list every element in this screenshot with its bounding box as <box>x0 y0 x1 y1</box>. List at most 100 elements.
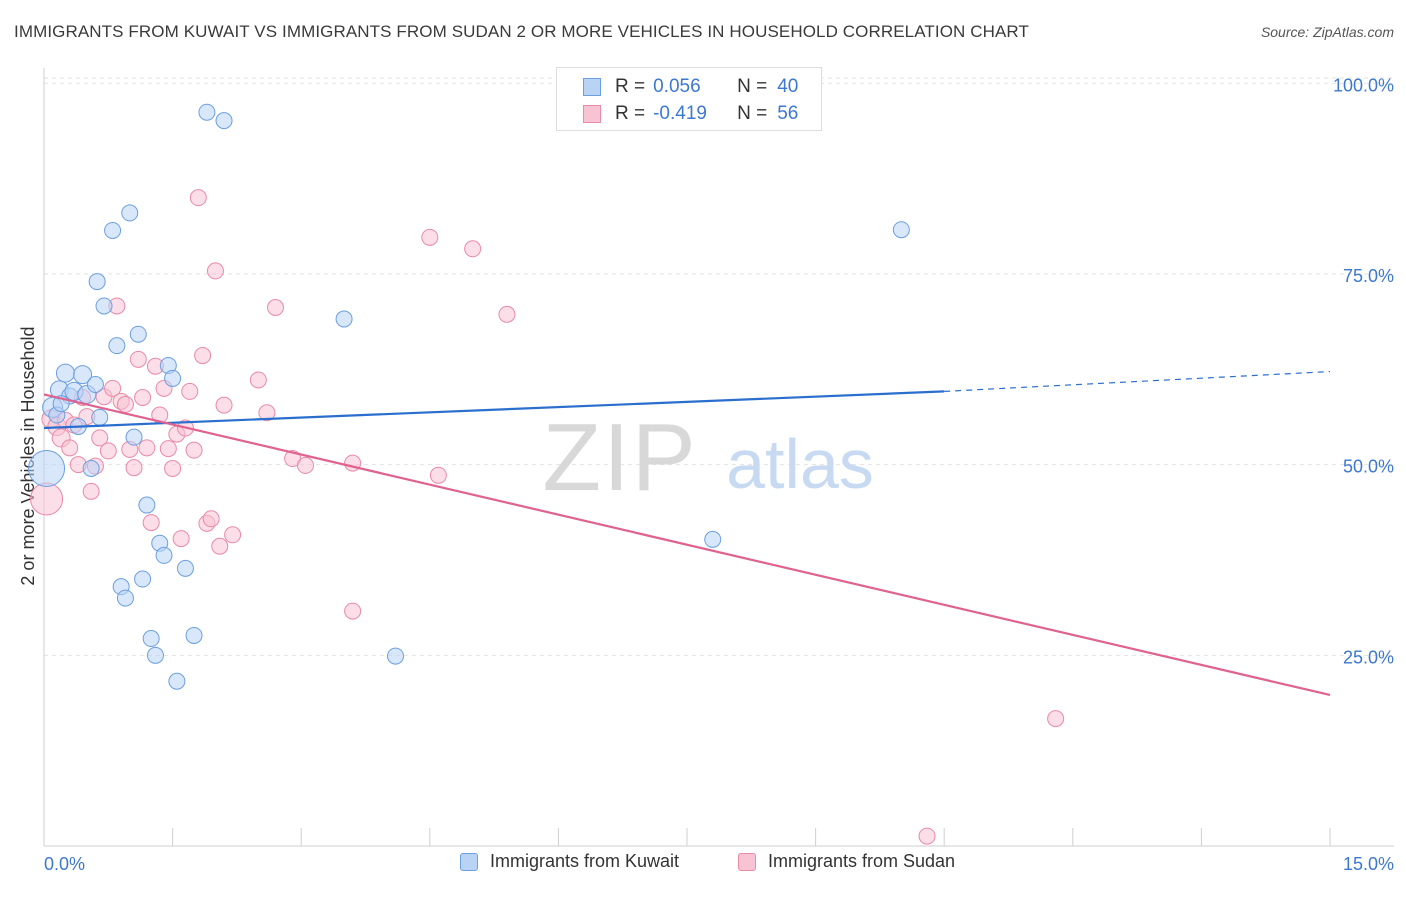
data-point-sudan <box>181 382 199 400</box>
data-point-sudan <box>125 459 143 477</box>
data-point-sudan <box>142 514 160 532</box>
data-point-kuwait <box>91 408 109 426</box>
series-sudan-points <box>30 189 1065 845</box>
legend-n-value-kuwait: 40 <box>777 76 799 97</box>
trend-line-sudan <box>43 393 1331 697</box>
data-point-sudan <box>918 827 936 845</box>
data-point-kuwait <box>28 449 66 487</box>
data-point-kuwait <box>55 363 75 383</box>
data-point-kuwait <box>155 546 173 564</box>
chart-title: IMMIGRANTS FROM KUWAIT VS IMMIGRANTS FRO… <box>14 22 1029 41</box>
data-point-kuwait <box>95 297 113 315</box>
data-point-sudan <box>189 189 207 207</box>
legend-swatch-sudan <box>583 105 601 123</box>
legend-row-kuwait: R = 0.056 N = 40 <box>583 76 798 98</box>
legend-bottom-label-sudan: Immigrants from Sudan <box>768 851 956 871</box>
data-point-kuwait <box>104 221 122 239</box>
data-point-sudan <box>421 228 439 246</box>
x-tick-label: 15.0% <box>1343 854 1394 874</box>
data-point-sudan <box>91 429 109 447</box>
watermark-zip: ZIP <box>542 404 697 511</box>
trend-line-kuwait <box>43 390 945 430</box>
data-point-sudan <box>129 350 147 368</box>
legend-bottom-swatch-kuwait <box>460 852 478 871</box>
data-point-kuwait <box>164 369 182 387</box>
data-point-sudan <box>30 482 64 516</box>
data-point-sudan <box>202 510 220 528</box>
data-point-kuwait <box>168 672 186 690</box>
data-point-kuwait <box>134 570 152 588</box>
data-point-sudan <box>296 456 314 474</box>
legend-r-label: R = <box>615 103 646 124</box>
data-point-sudan <box>159 440 177 458</box>
axes <box>43 68 1394 847</box>
data-point-kuwait <box>142 630 160 648</box>
legend-row-sudan: R = -0.419 N = 56 <box>583 103 798 125</box>
data-point-kuwait <box>185 626 203 644</box>
tick-labels: 25.0% 50.0% 75.0% 100.0% 0.0% 15.0% <box>44 75 1394 874</box>
data-point-sudan <box>185 441 203 459</box>
legend-bottom: Immigrants from Kuwait Immigrants from S… <box>0 851 1406 877</box>
legend-bottom-label-kuwait: Immigrants from Kuwait <box>490 851 680 871</box>
trend-line-kuwait-extension <box>944 370 1331 393</box>
y-tick-label: 100.0% <box>1333 75 1394 95</box>
series-kuwait-points <box>28 103 910 690</box>
watermark: ZIP atlas <box>542 404 874 511</box>
data-point-kuwait <box>82 459 100 477</box>
data-point-sudan <box>498 305 516 323</box>
data-point-kuwait <box>138 496 156 514</box>
legend-bottom-sudan: Immigrants from Sudan <box>738 851 955 872</box>
legend-n-value-sudan: 56 <box>777 103 799 124</box>
legend-n-label: N = <box>737 76 768 97</box>
data-point-kuwait <box>198 103 216 121</box>
data-point-sudan <box>215 396 233 414</box>
data-point-sudan <box>99 442 117 460</box>
data-point-kuwait <box>125 428 143 446</box>
data-point-sudan <box>211 537 229 555</box>
data-point-kuwait <box>121 204 139 222</box>
data-point-kuwait <box>88 273 106 291</box>
data-point-sudan <box>206 262 224 280</box>
data-point-sudan <box>464 240 482 258</box>
data-point-sudan <box>61 439 79 457</box>
data-point-sudan <box>344 602 362 620</box>
data-point-sudan <box>164 459 182 477</box>
data-point-sudan <box>266 299 284 317</box>
data-point-kuwait <box>116 589 134 607</box>
data-point-sudan <box>258 404 276 422</box>
data-point-sudan <box>82 482 100 500</box>
x-tick-label: 0.0% <box>44 854 85 874</box>
legend-r-label: R = <box>615 76 646 97</box>
data-point-sudan <box>194 347 212 365</box>
trend-lines <box>43 370 1331 697</box>
data-point-sudan <box>116 395 134 413</box>
y-axis-label-group: 2 or more Vehicles in Household <box>18 326 38 585</box>
data-point-kuwait <box>176 559 194 577</box>
data-point-kuwait <box>73 365 93 385</box>
legend-r-value-sudan: -0.419 <box>653 103 707 124</box>
data-point-sudan <box>172 530 190 548</box>
data-point-sudan <box>134 389 152 407</box>
data-point-kuwait <box>335 310 353 328</box>
data-point-sudan <box>249 371 267 389</box>
data-point-sudan <box>138 439 156 457</box>
legend-top: R = 0.056 N = 40 R = -0.419 N = 56 <box>556 67 822 131</box>
data-point-kuwait <box>146 646 164 664</box>
y-axis-label: 2 or more Vehicles in Household <box>18 326 38 585</box>
legend-bottom-swatch-sudan <box>738 852 756 871</box>
data-point-kuwait <box>86 376 104 394</box>
data-point-kuwait <box>704 530 722 548</box>
data-point-kuwait <box>215 112 233 130</box>
data-point-sudan <box>429 466 447 484</box>
data-point-sudan <box>224 526 242 544</box>
y-tick-label: 50.0% <box>1343 457 1394 477</box>
chart-source: Source: ZipAtlas.com <box>1260 24 1394 40</box>
legend-n-label: N = <box>737 103 768 124</box>
legend-swatch-kuwait <box>583 78 601 96</box>
y-tick-label: 75.0% <box>1343 266 1394 286</box>
data-point-sudan <box>1047 710 1065 728</box>
data-point-sudan <box>104 379 122 397</box>
watermark-atlas: atlas <box>726 425 874 503</box>
